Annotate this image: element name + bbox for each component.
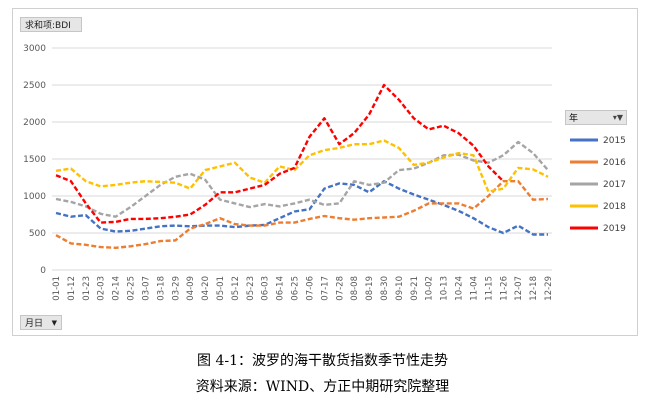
y-tick-label: 3000 xyxy=(23,44,46,54)
x-tick-label: 09-21 xyxy=(410,276,420,301)
x-tick-label: 05-12 xyxy=(231,276,241,301)
x-tick-label: 12-29 xyxy=(544,276,554,301)
legend-label-2017: 2017 xyxy=(603,180,626,190)
series-line-2017 xyxy=(55,140,549,218)
x-tick-label: 08-30 xyxy=(380,276,390,301)
filter-icon[interactable]: ▾▼ xyxy=(612,113,623,122)
legend-field-button[interactable]: 年 ▾▼ xyxy=(565,110,627,125)
x-tick-label: 10-02 xyxy=(425,276,435,301)
series-line-2015 xyxy=(55,180,548,236)
values-field-button[interactable]: 求和项:BDI xyxy=(20,17,82,32)
x-tick-label: 07-06 xyxy=(305,276,315,301)
y-tick-label: 500 xyxy=(29,229,46,239)
x-tick-label: 05-23 xyxy=(246,276,256,301)
chart-frame xyxy=(12,8,638,336)
y-tick-label: 2500 xyxy=(23,81,46,91)
legend-label-2015: 2015 xyxy=(603,136,626,146)
x-tick-label: 11-26 xyxy=(499,276,509,301)
series-line-2016 xyxy=(55,180,549,249)
x-tick-label: 02-03 xyxy=(97,276,107,301)
x-tick-label: 09-10 xyxy=(395,276,405,301)
y-tick-label: 2000 xyxy=(23,118,46,128)
x-tick-label: 03-07 xyxy=(141,276,151,301)
figure-caption: 图 4-1：波罗的海干散货指数季节性走势 xyxy=(197,353,448,369)
series-line-2019 xyxy=(55,83,505,224)
values-field-label: 求和项:BDI xyxy=(25,21,71,31)
axis-field-button[interactable]: 月日 ▼ xyxy=(20,315,62,330)
legend-label-2016: 2016 xyxy=(603,158,626,168)
x-tick-label: 08-19 xyxy=(365,276,375,301)
x-tick-label: 06-03 xyxy=(261,276,271,301)
x-tick-label: 10-24 xyxy=(455,276,465,301)
x-tick-label: 03-29 xyxy=(171,276,181,301)
x-tick-label: 08-08 xyxy=(350,276,360,301)
x-tick-label: 01-12 xyxy=(67,276,77,301)
figure-source: 资料来源：WIND、方正中期研究院整理 xyxy=(195,379,450,395)
y-tick-label: 0 xyxy=(40,266,46,276)
x-tick-label: 05-01 xyxy=(216,276,226,301)
x-tick-label: 01-23 xyxy=(82,276,92,301)
x-tick-label: 10-13 xyxy=(440,276,450,301)
x-tick-label: 04-09 xyxy=(186,276,196,301)
axis-field-label: 月日 xyxy=(25,319,44,329)
x-tick-label: 06-25 xyxy=(291,276,301,301)
x-tick-label: 01-01 xyxy=(52,276,62,301)
x-tick-label: 02-25 xyxy=(127,276,137,301)
x-tick-label: 12-18 xyxy=(529,276,539,301)
x-tick-label: 07-17 xyxy=(320,276,330,301)
x-tick-label: 06-14 xyxy=(276,276,286,301)
x-tick-label: 04-20 xyxy=(201,276,211,301)
x-tick-label: 11-04 xyxy=(469,276,479,301)
y-tick-label: 1500 xyxy=(23,155,46,165)
x-tick-label: 02-14 xyxy=(112,276,122,301)
x-tick-label: 12-07 xyxy=(514,276,524,301)
legend-label-2018: 2018 xyxy=(603,202,626,212)
legend-label-2019: 2019 xyxy=(603,224,626,234)
legend-field-label: 年 xyxy=(569,114,579,124)
x-tick-label: 07-28 xyxy=(335,276,345,301)
chevron-down-icon[interactable]: ▼ xyxy=(51,318,57,327)
y-tick-label: 1000 xyxy=(23,192,46,202)
series-line-2018 xyxy=(55,139,549,193)
x-tick-label: 11-15 xyxy=(484,276,494,301)
x-tick-label: 03-18 xyxy=(156,276,166,301)
